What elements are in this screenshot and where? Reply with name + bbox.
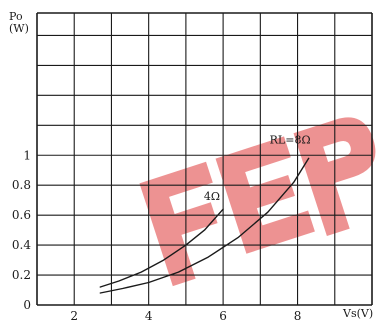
y-tick-label: 1 — [23, 148, 31, 162]
watermark — [139, 117, 376, 287]
x-axis-label: Vs(V) — [342, 307, 373, 320]
y-axis-label: Po (W) — [9, 10, 29, 35]
x-tick-label: 4 — [145, 309, 153, 323]
grid — [36, 12, 373, 306]
annotation-8ohm: RL=8Ω — [270, 133, 311, 146]
series-layer — [99, 157, 310, 294]
watermark-letters — [139, 117, 376, 287]
x-tick-label: 6 — [219, 309, 227, 323]
y-tick-label: 0.2 — [12, 268, 31, 282]
annotation-4ohm: 4Ω — [204, 190, 220, 203]
y-tick-label: 0.8 — [12, 178, 31, 192]
y-tick-label: 0 — [23, 298, 31, 312]
series-line-8ohm — [99, 157, 310, 294]
y-tick-label: 0.6 — [12, 208, 31, 222]
labels: Po (W) Vs(V) 2 4 6 8 0 0.2 0.4 0.6 0.8 1 4Ω RL=8Ω — [9, 10, 373, 323]
x-tick-label: 2 — [70, 309, 78, 323]
series-line-4ohm — [99, 208, 224, 288]
watermark-letter-e — [215, 136, 315, 254]
watermark-letter-f — [139, 161, 218, 287]
x-tick-label: 8 — [294, 309, 302, 323]
y-tick-label: 0.4 — [12, 238, 31, 252]
